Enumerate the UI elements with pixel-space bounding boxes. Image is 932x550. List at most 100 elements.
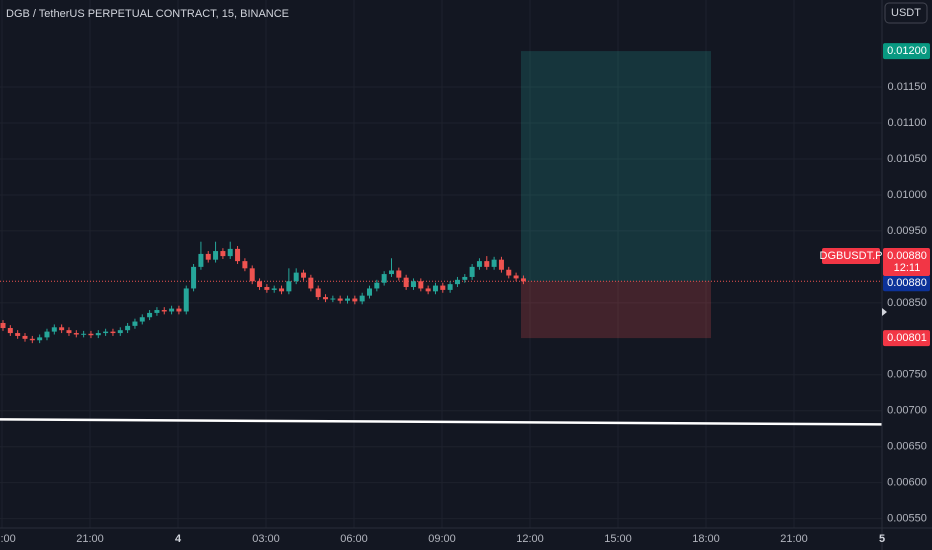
candle-body bbox=[88, 333, 94, 336]
candle-body bbox=[66, 330, 72, 334]
candle-body bbox=[352, 298, 358, 302]
x-tick-label: 09:00 bbox=[428, 533, 456, 545]
candle-body bbox=[191, 266, 197, 289]
candle-body bbox=[169, 308, 175, 312]
candle-body bbox=[73, 333, 79, 335]
y-tick-label: 0.00600 bbox=[887, 477, 927, 489]
candle-body bbox=[293, 272, 299, 282]
candle-body bbox=[242, 261, 248, 269]
candle-body bbox=[301, 272, 307, 278]
candle-body bbox=[462, 276, 468, 280]
candle-body bbox=[374, 282, 380, 289]
candle-body bbox=[513, 275, 519, 279]
x-tick-label: 21:00 bbox=[76, 533, 104, 545]
candle-body bbox=[286, 281, 292, 292]
x-tick-label: 18:00 bbox=[692, 533, 720, 545]
candle-body bbox=[506, 269, 512, 276]
candle-body bbox=[110, 331, 116, 334]
candle-body bbox=[520, 278, 526, 282]
loss-zone bbox=[521, 281, 711, 339]
x-tick-label: 15:00 bbox=[604, 533, 632, 545]
y-tick-label: 0.00750 bbox=[887, 369, 927, 381]
candle-body bbox=[205, 253, 211, 260]
candle-body bbox=[22, 335, 28, 339]
entry-label-bg bbox=[883, 275, 930, 292]
last-price-bg bbox=[883, 248, 930, 276]
candle-body bbox=[51, 327, 57, 332]
countdown: 12:11 bbox=[894, 262, 921, 274]
y-tick-label: 0.01150 bbox=[888, 81, 927, 93]
y-tick-label: 0.01000 bbox=[887, 189, 927, 201]
candle-body bbox=[418, 281, 424, 289]
candle-body bbox=[469, 266, 475, 277]
profit-zone bbox=[521, 51, 711, 282]
candle-body bbox=[257, 281, 263, 288]
candle-body bbox=[37, 337, 43, 341]
candle-body bbox=[432, 285, 438, 292]
candle-body bbox=[44, 331, 50, 338]
y-tick-label: 0.00850 bbox=[887, 297, 927, 309]
candle-body bbox=[308, 277, 314, 289]
candle-body bbox=[476, 261, 482, 267]
x-tick-label: 03:00 bbox=[252, 533, 280, 545]
candle-body bbox=[484, 261, 490, 267]
y-tick-label: 0.00700 bbox=[887, 405, 927, 417]
candle-body bbox=[29, 338, 35, 341]
candle-body bbox=[440, 285, 446, 290]
entry-label: 0.00880 bbox=[887, 277, 927, 289]
trendline bbox=[0, 418, 883, 426]
x-tick-label: 4 bbox=[175, 533, 182, 545]
candle-body bbox=[198, 253, 204, 267]
candle-body bbox=[103, 331, 109, 334]
candle-body bbox=[279, 288, 285, 292]
candle-body bbox=[161, 310, 167, 312]
candle-body bbox=[425, 288, 431, 292]
candle-body bbox=[249, 268, 255, 282]
candle-body bbox=[330, 298, 336, 300]
plot bbox=[0, 51, 883, 426]
y-tick-label: 0.01100 bbox=[888, 117, 927, 129]
candle-body bbox=[447, 284, 453, 290]
candle-body bbox=[117, 330, 123, 334]
candle-body bbox=[125, 325, 131, 331]
candle-body bbox=[388, 270, 394, 275]
candle-body bbox=[183, 288, 189, 312]
candle-body bbox=[147, 312, 153, 318]
candle-body bbox=[15, 333, 21, 336]
stop-label: 0.00801 bbox=[887, 332, 927, 344]
candle-body bbox=[176, 308, 182, 312]
candle-body bbox=[491, 259, 497, 267]
y-tick-label: 0.01050 bbox=[887, 153, 927, 165]
candle-body bbox=[381, 274, 387, 283]
currency-label[interactable]: USDT bbox=[891, 7, 921, 19]
candle-body bbox=[139, 317, 145, 322]
candle-body bbox=[264, 287, 270, 290]
candle-body bbox=[323, 297, 329, 300]
candle-body bbox=[337, 298, 343, 301]
x-tick-label: 12:00 bbox=[516, 533, 544, 545]
candle-body bbox=[81, 333, 87, 335]
candle-body bbox=[271, 288, 277, 290]
candle-body bbox=[59, 327, 65, 331]
x-tick-label: 06:00 bbox=[340, 533, 368, 545]
y-tick-label: 0.00550 bbox=[887, 513, 927, 525]
candle-body bbox=[498, 259, 504, 270]
target-label: 0.01200 bbox=[887, 45, 927, 57]
candle-body bbox=[7, 328, 13, 334]
candle-body bbox=[0, 322, 6, 329]
candle-body bbox=[132, 321, 138, 326]
candle-body bbox=[95, 333, 101, 336]
candle-body bbox=[410, 281, 416, 288]
currency-button[interactable] bbox=[884, 2, 928, 24]
scroll-arrow[interactable] bbox=[882, 308, 887, 316]
stop-label-bg bbox=[883, 330, 930, 347]
candle-body bbox=[367, 288, 372, 296]
candle-body bbox=[220, 251, 226, 257]
candle-body bbox=[235, 248, 241, 262]
candle-body bbox=[315, 288, 321, 298]
last-price: 0.00880 bbox=[887, 250, 927, 262]
candle-body bbox=[345, 298, 351, 301]
x-tick-label: 5 bbox=[879, 533, 885, 545]
